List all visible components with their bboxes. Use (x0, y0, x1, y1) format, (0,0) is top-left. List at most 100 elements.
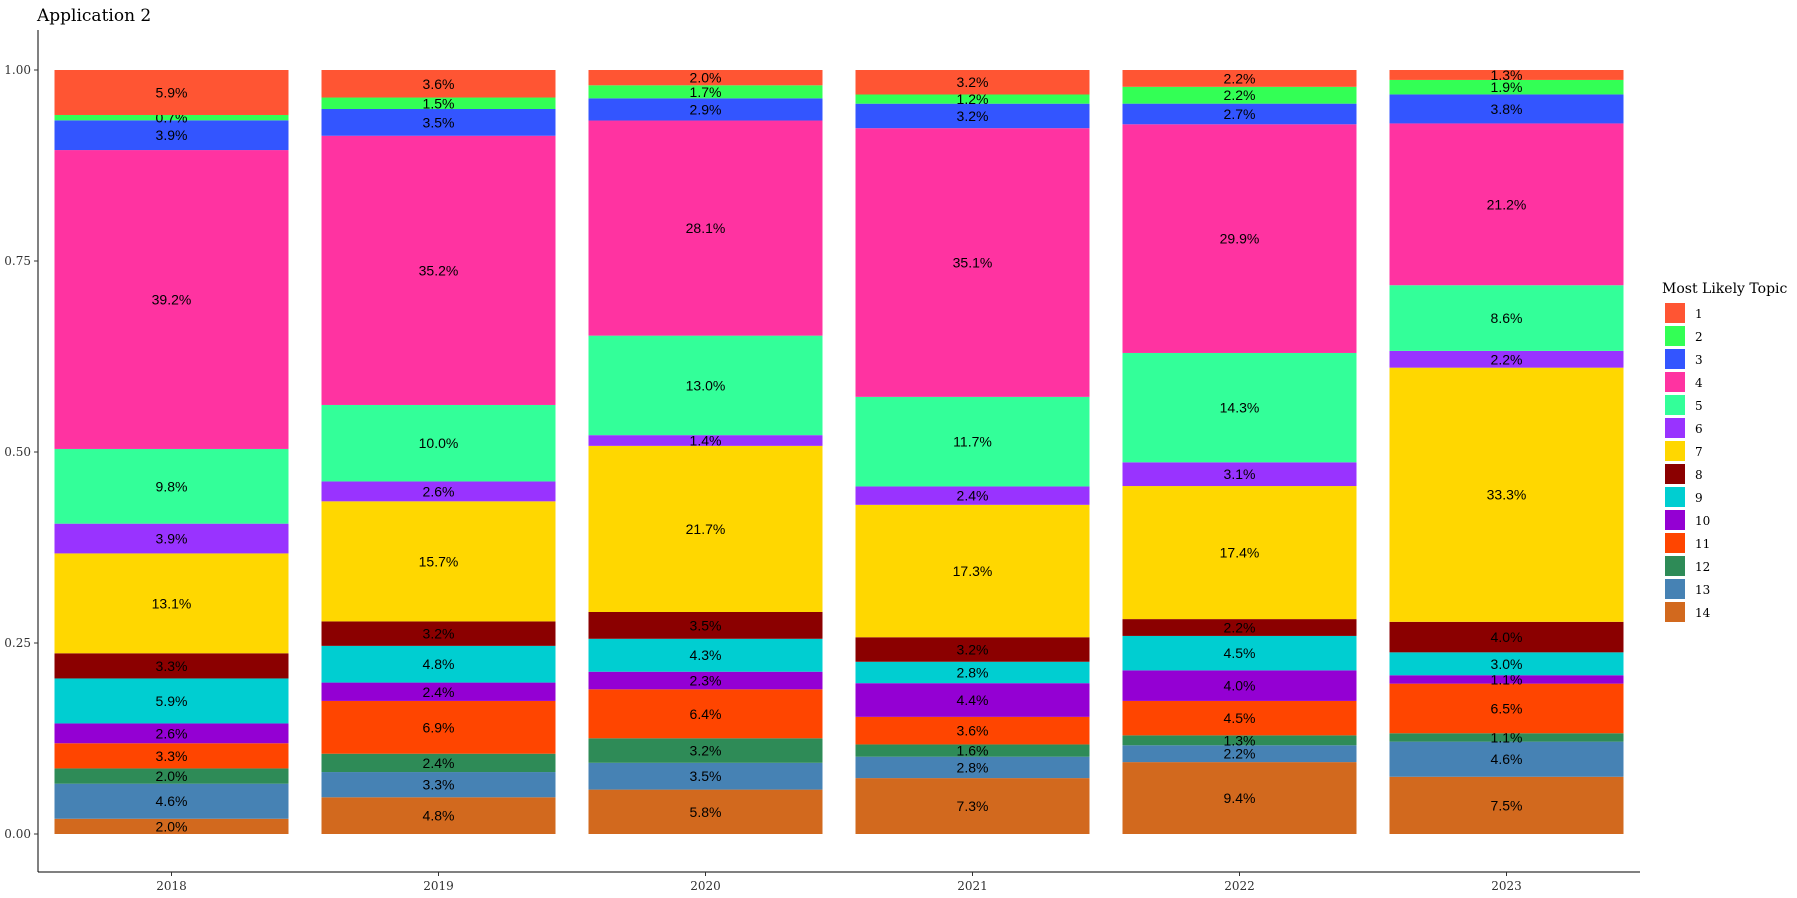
bar-data-label: 5.9% (156, 84, 188, 100)
legend-label: 11 (1695, 537, 1710, 551)
bar-data-label: 14.3% (1220, 400, 1260, 416)
bar-data-label: 3.5% (690, 617, 722, 633)
bar-data-label: 5.9% (156, 693, 188, 709)
bar-data-label: 21.2% (1487, 196, 1527, 212)
bar-data-label: 2.0% (156, 818, 188, 834)
bar-data-label: 6.5% (1491, 700, 1523, 716)
bar-data-label: 39.2% (152, 292, 192, 308)
legend-title: Most Likely Topic (1662, 281, 1788, 297)
bar-segment-topic-3 (588, 98, 823, 121)
bar-segment-topic-14 (321, 797, 556, 834)
legend-label: 6 (1695, 422, 1703, 436)
bar-data-label: 2.4% (423, 755, 455, 771)
bar-segment-topic-9 (321, 645, 556, 683)
bar-data-label: 3.2% (690, 743, 722, 759)
legend-swatch (1665, 556, 1685, 576)
bar-data-label: 3.2% (957, 74, 989, 90)
legend-label: 4 (1695, 376, 1703, 390)
bar-data-label: 13.0% (686, 377, 726, 393)
x-tick-label: 2018 (156, 879, 187, 893)
bar-segment-topic-4 (1122, 124, 1357, 353)
bar-segment-topic-6 (1389, 350, 1624, 368)
bar-data-label: 2.9% (690, 101, 722, 117)
bar-segment-topic-8 (54, 653, 289, 679)
bar-stack-2020: 5.8% 3.5% 3.2% 6.4% 2.3% 4.3% 3.5% 21.7% 1.4% 13.… (588, 70, 823, 834)
bar-segment-topic-10 (588, 671, 823, 690)
bar-segment-topic-7 (54, 553, 289, 654)
bar-segment-topic-3 (855, 103, 1090, 129)
bar-stack-2018: 2.0% 4.6% 2.0% 3.3% 2.6% 5.9% 3.3% 13.1% 3.9% 9.8… (54, 70, 289, 834)
bar-data-label: 2.4% (957, 488, 989, 504)
bar-segment-topic-3 (54, 120, 289, 151)
bar-data-label: 3.6% (423, 76, 455, 92)
bar-segment-topic-4 (1389, 123, 1624, 286)
bar-data-label: 2.0% (690, 70, 722, 86)
legend-label: 14 (1695, 606, 1711, 620)
legend-swatch (1665, 510, 1685, 530)
chart-title: Application 2 (36, 6, 151, 26)
bar-data-label: 3.0% (1491, 656, 1523, 672)
bar-segment-topic-2 (855, 94, 1090, 104)
bar-segment-topic-11 (321, 700, 556, 754)
bar-segment-topic-8 (321, 621, 556, 646)
bar-data-label: 1.7% (690, 84, 722, 100)
bar-data-label: 8.6% (1491, 310, 1523, 326)
bar-data-label: 4.6% (1491, 751, 1523, 767)
bar-data-label: 29.9% (1220, 231, 1260, 247)
y-axis: 0.00 0.25 0.50 0.75 1.00 (4, 30, 39, 872)
bar-segment-topic-1 (855, 70, 1090, 95)
bar-data-label: 3.3% (423, 777, 455, 793)
bar-segment-topic-5 (1389, 285, 1624, 351)
bar-segment-topic-4 (855, 128, 1090, 397)
legend-item-topic-1: 1 (1665, 303, 1703, 323)
bar-data-label: 2.2% (1224, 746, 1256, 762)
bar-data-label: 3.3% (156, 658, 188, 674)
legend-swatch (1665, 418, 1685, 438)
bar-segment-topic-10 (1389, 675, 1624, 684)
legend-swatch (1665, 372, 1685, 392)
bar-segment-topic-5 (54, 448, 289, 524)
bar-segment-topic-4 (54, 150, 289, 449)
bar-data-label: 1.3% (1224, 732, 1256, 748)
bar-segment-topic-7 (1122, 486, 1357, 620)
bar-data-label: 3.3% (156, 748, 188, 764)
bar-segment-topic-9 (588, 638, 823, 672)
bar-data-label: 35.1% (953, 255, 993, 271)
bar-segment-topic-11 (54, 743, 289, 769)
legend-item-topic-4: 4 (1665, 372, 1703, 392)
bar-segment-topic-14 (1389, 776, 1624, 834)
legend-item-topic-9: 9 (1665, 487, 1703, 507)
bar-segment-topic-9 (1389, 652, 1624, 676)
bar-segment-topic-1 (54, 70, 289, 115)
bar-data-label: 7.5% (1491, 797, 1523, 813)
bar-data-label: 3.2% (957, 642, 989, 658)
legend-swatch (1665, 487, 1685, 507)
bar-data-label: 21.7% (686, 521, 726, 537)
legend-swatch (1665, 579, 1685, 599)
bar-segment-topic-2 (1389, 79, 1624, 95)
bar-data-label: 1.9% (1491, 79, 1523, 95)
bar-segment-topic-8 (588, 611, 823, 639)
bar-segment-topic-12 (1122, 735, 1357, 746)
bar-segment-topic-11 (1122, 700, 1357, 736)
bar-data-label: 2.2% (1224, 87, 1256, 103)
bar-segment-topic-13 (1389, 741, 1624, 777)
bar-data-label: 1.1% (1491, 729, 1523, 745)
legend-item-topic-7: 7 (1665, 441, 1703, 461)
bar-segment-topic-4 (588, 120, 823, 336)
legend-swatch (1665, 464, 1685, 484)
bar-segment-topic-14 (855, 778, 1090, 834)
bar-segment-topic-2 (321, 97, 556, 110)
bar-data-label: 7.3% (957, 798, 989, 814)
legend-swatch (1665, 303, 1685, 323)
bar-data-label: 4.4% (957, 692, 989, 708)
plot-area: 2.0% 4.6% 2.0% 3.3% 2.6% 5.9% 3.3% 13.1% 3.9% 9.8… (54, 67, 1624, 834)
bar-segment-topic-3 (1122, 103, 1357, 125)
x-tick-label: 2019 (423, 879, 454, 893)
bar-data-label: 2.2% (1491, 351, 1523, 367)
bar-segment-topic-12 (321, 753, 556, 773)
bar-segment-topic-13 (588, 762, 823, 790)
bar-segment-topic-5 (321, 404, 556, 482)
